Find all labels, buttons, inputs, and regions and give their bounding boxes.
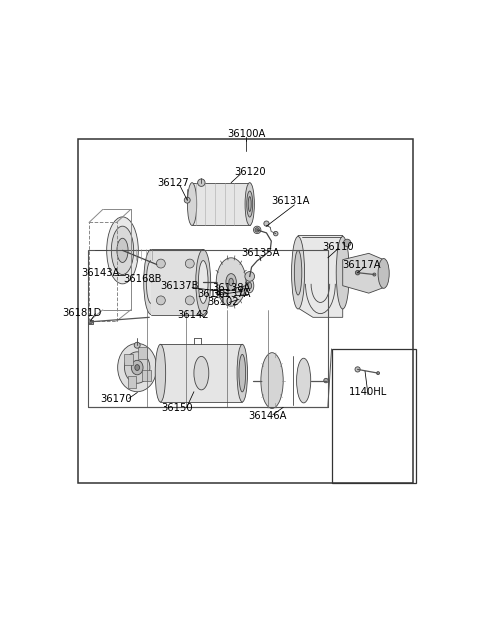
Ellipse shape: [297, 358, 311, 403]
Ellipse shape: [135, 365, 140, 371]
Text: 36137B: 36137B: [160, 281, 198, 291]
Text: 36127: 36127: [157, 178, 189, 188]
Ellipse shape: [245, 183, 254, 225]
Ellipse shape: [378, 258, 389, 288]
Text: 1140HL: 1140HL: [349, 388, 387, 397]
Bar: [128, 376, 136, 388]
Circle shape: [253, 226, 261, 233]
Ellipse shape: [196, 250, 211, 314]
Ellipse shape: [117, 238, 128, 263]
Text: 36143A: 36143A: [81, 268, 120, 278]
Text: 36120: 36120: [234, 166, 265, 176]
Bar: [138, 348, 147, 359]
Ellipse shape: [336, 237, 349, 309]
Circle shape: [264, 221, 269, 226]
Text: 36100A: 36100A: [227, 129, 265, 139]
Circle shape: [134, 342, 140, 348]
Ellipse shape: [229, 278, 233, 286]
Ellipse shape: [248, 197, 251, 212]
Ellipse shape: [107, 217, 138, 284]
Text: 36181D: 36181D: [62, 308, 102, 318]
Circle shape: [156, 259, 165, 268]
Ellipse shape: [294, 250, 302, 295]
Ellipse shape: [261, 353, 283, 409]
Ellipse shape: [226, 274, 236, 291]
Bar: [160, 344, 242, 402]
Text: 36137A: 36137A: [212, 289, 251, 299]
Ellipse shape: [248, 283, 252, 289]
Ellipse shape: [194, 356, 209, 390]
Bar: [332, 349, 416, 483]
Bar: [192, 183, 250, 225]
Ellipse shape: [118, 343, 156, 392]
Ellipse shape: [237, 344, 248, 402]
Ellipse shape: [239, 355, 246, 392]
Bar: [88, 250, 328, 407]
Ellipse shape: [240, 288, 244, 295]
Circle shape: [344, 239, 351, 247]
Text: 36170: 36170: [101, 394, 132, 404]
Text: 36102: 36102: [207, 297, 239, 307]
Circle shape: [184, 197, 190, 203]
Circle shape: [245, 271, 254, 281]
Circle shape: [255, 228, 259, 232]
Text: 36145: 36145: [197, 289, 229, 299]
Circle shape: [373, 273, 376, 276]
Text: 36135A: 36135A: [241, 248, 280, 258]
Circle shape: [156, 296, 165, 305]
Circle shape: [324, 378, 328, 383]
Ellipse shape: [291, 237, 305, 309]
Text: 36142: 36142: [178, 310, 209, 320]
Ellipse shape: [144, 250, 158, 314]
Ellipse shape: [111, 226, 133, 274]
Circle shape: [185, 296, 194, 305]
Circle shape: [355, 367, 360, 372]
Polygon shape: [298, 235, 343, 317]
Circle shape: [89, 320, 92, 324]
Text: 36110: 36110: [323, 242, 354, 252]
Text: 36146A: 36146A: [248, 411, 287, 421]
Ellipse shape: [187, 183, 197, 225]
Text: 36150: 36150: [161, 404, 193, 414]
Circle shape: [274, 232, 278, 236]
Circle shape: [355, 271, 360, 275]
Text: 36168B: 36168B: [123, 274, 162, 284]
Ellipse shape: [124, 352, 150, 383]
Ellipse shape: [247, 191, 252, 217]
Circle shape: [185, 259, 194, 268]
Text: 36117A: 36117A: [342, 260, 381, 270]
Ellipse shape: [132, 360, 143, 375]
Circle shape: [377, 371, 380, 374]
Ellipse shape: [155, 344, 166, 402]
Bar: [124, 353, 132, 365]
Ellipse shape: [216, 258, 246, 306]
Ellipse shape: [246, 279, 254, 292]
Bar: [151, 250, 203, 314]
Bar: [142, 370, 151, 381]
Ellipse shape: [159, 259, 168, 276]
Text: 36138A: 36138A: [212, 283, 250, 292]
Ellipse shape: [146, 261, 156, 304]
Ellipse shape: [198, 261, 208, 304]
Circle shape: [198, 179, 205, 186]
Text: 36131A: 36131A: [271, 196, 310, 206]
Polygon shape: [343, 253, 384, 293]
Ellipse shape: [162, 263, 165, 271]
Bar: [88, 320, 93, 324]
